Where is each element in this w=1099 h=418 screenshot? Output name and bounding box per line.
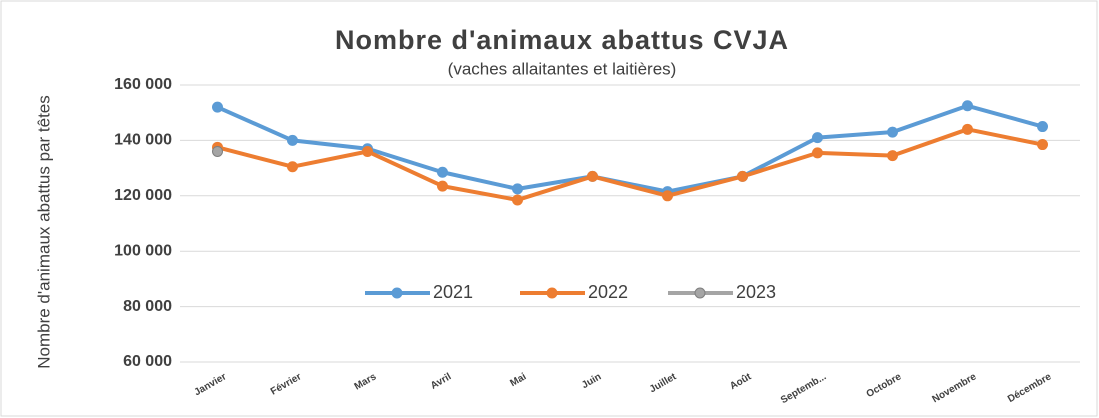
y-tick-label: 160 000 [114, 76, 172, 93]
point [512, 183, 523, 195]
point [662, 190, 673, 202]
legend-label: 2022 [588, 282, 628, 302]
legend-label: 2023 [736, 282, 776, 302]
y-tick-label: 80 000 [123, 298, 172, 315]
y-tick-label: 120 000 [114, 187, 172, 204]
point [812, 132, 823, 144]
point [512, 194, 523, 206]
chart-title: Nombre d'animaux abattus CVJA [335, 25, 789, 55]
point [437, 180, 448, 192]
chart-subtitle: (vaches allaitantes et laitières) [448, 59, 677, 78]
legend-marker [546, 287, 558, 299]
legend-marker [391, 287, 403, 299]
point [887, 126, 898, 138]
legend-marker [694, 287, 706, 299]
point [737, 170, 748, 182]
point [437, 166, 448, 178]
series-line [216, 127, 1043, 202]
y-tick-label: 60 000 [123, 353, 172, 370]
point [212, 145, 223, 157]
point [287, 161, 298, 173]
point [887, 150, 898, 162]
series-line [216, 103, 1044, 194]
y-axis-label: Nombre d'animaux abattus par têtes [34, 95, 53, 369]
point [287, 134, 298, 146]
point [362, 145, 373, 157]
legend-label: 2021 [433, 282, 473, 302]
point [587, 170, 598, 182]
point [1037, 139, 1048, 151]
y-tick-label: 100 000 [114, 242, 172, 259]
point [962, 123, 973, 135]
point [1037, 121, 1048, 133]
point [962, 100, 973, 112]
point [212, 101, 223, 113]
y-tick-label: 140 000 [114, 132, 172, 149]
point [812, 147, 823, 159]
